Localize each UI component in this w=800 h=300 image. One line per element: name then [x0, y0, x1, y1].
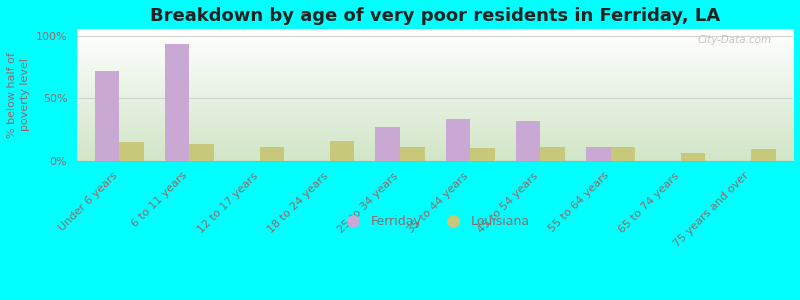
Bar — [375, 127, 400, 161]
Legend: Ferriday, Louisiana: Ferriday, Louisiana — [336, 210, 534, 233]
Bar — [516, 121, 540, 161]
Bar — [400, 147, 425, 161]
Text: City-Data.com: City-Data.com — [698, 34, 771, 44]
Bar — [610, 147, 635, 161]
Bar — [586, 147, 610, 161]
Bar — [259, 147, 284, 161]
Bar — [165, 44, 190, 161]
Bar — [751, 149, 775, 161]
Bar — [681, 153, 706, 161]
Bar — [446, 119, 470, 161]
Bar — [470, 148, 494, 161]
Bar — [94, 70, 119, 161]
Title: Breakdown by age of very poor residents in Ferriday, LA: Breakdown by age of very poor residents … — [150, 7, 720, 25]
Bar — [190, 144, 214, 161]
Y-axis label: % below half of
poverty level: % below half of poverty level — [7, 52, 30, 138]
Bar — [330, 141, 354, 161]
Bar — [540, 147, 565, 161]
Bar — [119, 142, 144, 161]
